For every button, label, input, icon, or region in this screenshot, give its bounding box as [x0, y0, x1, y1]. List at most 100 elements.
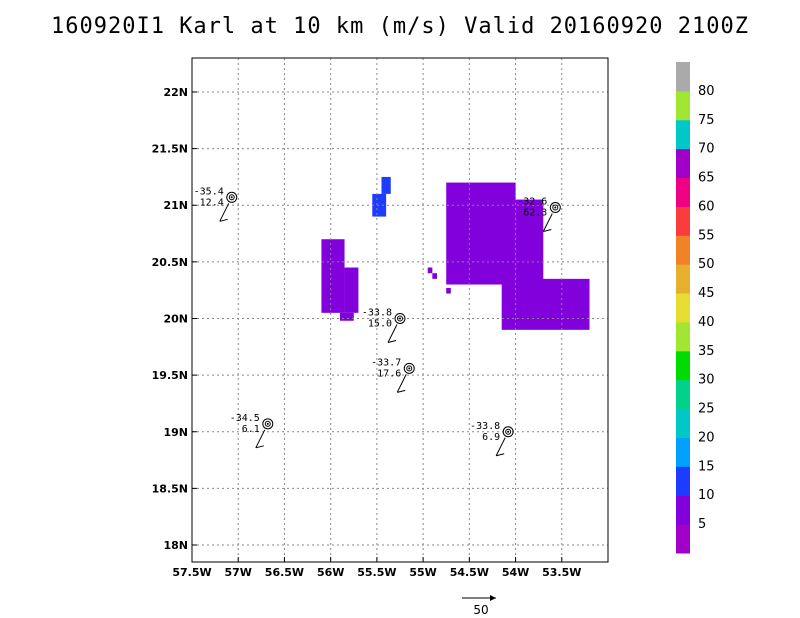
colorbar-segment: [676, 264, 690, 294]
y-axis-ticks: 18N 18.5N 19N 19.5N 20N 20.5N 21N 21.5N 22N: [152, 86, 197, 552]
station-ring: [262, 418, 274, 430]
heatmap-cell: [446, 287, 451, 294]
colorbar-label: 70: [698, 142, 715, 157]
colorbar-label: 55: [698, 228, 715, 243]
reference-label: 50: [473, 603, 488, 617]
colorbar-segment: [676, 321, 690, 352]
plot-frame: [191, 57, 609, 563]
colorbar-segment: [676, 379, 690, 410]
y-tick-label: 21N: [163, 199, 188, 212]
station-temperature: -33.7: [371, 357, 401, 368]
station-marker: -35.412.4: [194, 186, 238, 222]
station-dot: [507, 430, 510, 433]
wind-barb-flag: [387, 340, 397, 343]
x-tick-label: 53.5W: [542, 566, 581, 579]
station-ring-inner: [397, 315, 403, 322]
station-ring-inner: [406, 365, 413, 372]
heatmap-cell: [344, 267, 359, 313]
station-ring: [394, 312, 406, 324]
colorbar-segment: [676, 119, 690, 150]
station-dot: [554, 206, 557, 209]
x-tick-label: 54W: [502, 566, 529, 579]
heatmap-cell: [446, 182, 516, 285]
x-tick-label: 57W: [224, 566, 251, 579]
colorbar-segment: [676, 466, 690, 496]
colorbar-label: 25: [698, 402, 715, 417]
station-temperature: -32.6: [517, 197, 547, 208]
x-tick-label: 56W: [317, 566, 344, 579]
colorbar-label: 20: [698, 430, 715, 445]
heatmap-layer: [321, 176, 590, 330]
colorbar-label: 50: [698, 257, 715, 272]
heatmap-cell: [427, 267, 433, 274]
station-layer: -35.412.4 -32.662.3-33.815.0-33.717.6-34.…: [194, 186, 561, 457]
colorbar: 5 10 15 20 25 30 35 40 45 50 55 60 65 70 75 80: [676, 62, 715, 554]
colorbar-segment: [676, 148, 690, 179]
y-tick-label: 18.5N: [152, 482, 188, 495]
station-temperature: -33.8: [470, 421, 500, 432]
wind-barb: [255, 429, 266, 449]
wind-barb-flag: [255, 445, 264, 449]
colorbar-segment: [676, 524, 690, 554]
colorbar-segment: [676, 437, 690, 467]
y-tick-label: 18N: [163, 539, 188, 552]
station-temperature: -33.8: [362, 307, 392, 318]
colorbar-label: 40: [698, 315, 715, 330]
station-marker: -33.86.9: [470, 421, 514, 457]
colorbar-segment: [676, 62, 690, 92]
station-ring-inner: [264, 420, 271, 427]
colorbar-label: 30: [698, 373, 715, 388]
y-tick-label: 20N: [163, 312, 188, 325]
y-tick-label: 19N: [163, 426, 188, 439]
wind-barb-flag: [397, 389, 406, 393]
reference-arrow-head: [490, 595, 496, 601]
colorbar-segment: [676, 206, 690, 236]
wind-barb: [396, 374, 407, 393]
y-tick-label: 21.5N: [152, 143, 188, 156]
wind-barb-flag: [219, 218, 228, 222]
colorbar-segment: [676, 235, 690, 265]
station-dot: [399, 317, 401, 320]
colorbar-segment: [676, 293, 690, 323]
colorbar-label: 45: [698, 286, 715, 301]
colorbar-segment: [676, 408, 690, 438]
station-speed: 6.9: [482, 432, 500, 443]
colorbar-label: 80: [698, 84, 715, 99]
heatmap-cell: [381, 176, 391, 194]
station-speed: 62.3: [523, 208, 547, 219]
colorbar-segment: [676, 177, 690, 207]
x-tick-label: 55.5W: [357, 566, 396, 579]
x-tick-label: 57.5W: [172, 566, 211, 579]
colorbar-segment: [676, 495, 690, 525]
station-ring-inner: [552, 204, 559, 211]
x-axis-ticks: 57.5W 57W 56.5W 56W 55.5W 55W 54.5W 54W 53.5W: [172, 557, 581, 579]
station-speed: 6.1: [242, 424, 260, 435]
station-marker: -34.56.1: [230, 413, 274, 449]
station-temperature: -34.5: [230, 413, 260, 424]
chart-title: 160920I1 Karl at 10 km (m/s) Valid 20160…: [50, 14, 749, 39]
colorbar-label: 15: [698, 459, 715, 474]
station-speed: 15.0: [368, 318, 392, 329]
wind-barb-flag: [543, 229, 552, 232]
colorbar-label: 35: [698, 344, 715, 359]
station-speed: 12.4: [200, 197, 224, 208]
grid-layer: [192, 58, 608, 562]
station-ring: [502, 426, 514, 438]
wind-barb: [387, 324, 398, 343]
station-ring: [549, 202, 561, 214]
station-ring: [403, 362, 415, 374]
colorbar-label: 10: [698, 488, 715, 503]
station-ring: [226, 191, 238, 203]
station-temperature: -35.4: [194, 186, 224, 197]
colorbar-label: 5: [698, 517, 706, 532]
station-dot: [408, 367, 411, 370]
y-tick-label: 19.5N: [152, 369, 188, 382]
station-ring-inner: [228, 194, 235, 201]
colorbar-label: 60: [698, 199, 715, 214]
wind-barb: [219, 203, 230, 222]
wind-barb: [542, 213, 553, 232]
wind-barb: [495, 437, 506, 456]
x-tick-label: 55W: [409, 566, 436, 579]
station-dot: [230, 196, 233, 199]
